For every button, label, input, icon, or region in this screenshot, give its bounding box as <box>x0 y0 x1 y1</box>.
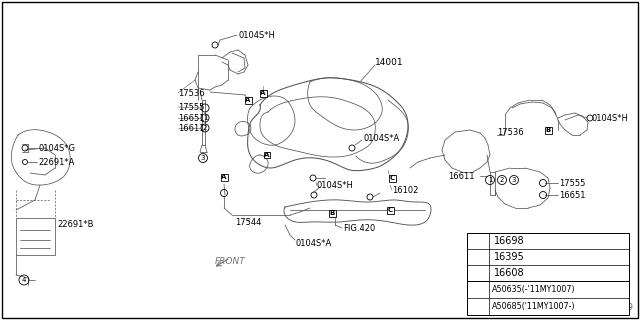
Text: 0104S*H: 0104S*H <box>592 114 629 123</box>
Text: 3: 3 <box>476 270 480 276</box>
Text: 22691*A: 22691*A <box>38 157 74 166</box>
Text: A: A <box>260 90 266 96</box>
Text: A50685('11MY1007-): A50685('11MY1007-) <box>492 302 575 311</box>
Text: 22691*B: 22691*B <box>57 220 93 228</box>
Text: 2: 2 <box>500 177 504 183</box>
Text: C: C <box>387 207 392 213</box>
Text: 2: 2 <box>476 254 480 260</box>
Text: A: A <box>221 174 227 180</box>
Text: 4: 4 <box>22 277 26 283</box>
Text: 14001: 14001 <box>375 58 404 67</box>
Text: 17536: 17536 <box>178 89 205 98</box>
Text: 16395: 16395 <box>494 252 525 262</box>
Bar <box>545 126 552 133</box>
Bar <box>467 281 629 315</box>
Bar <box>259 90 266 97</box>
Text: A: A <box>264 152 269 158</box>
Text: A050001719: A050001719 <box>585 303 634 312</box>
Text: FRONT: FRONT <box>215 258 246 267</box>
Text: 17555: 17555 <box>178 102 204 111</box>
Text: FIG.420: FIG.420 <box>343 223 375 233</box>
Text: B: B <box>545 127 550 133</box>
Bar <box>387 206 394 213</box>
Text: 17544: 17544 <box>235 218 261 227</box>
Text: 3: 3 <box>201 155 205 161</box>
Text: 0104S*A: 0104S*A <box>363 133 399 142</box>
Text: 17555: 17555 <box>559 179 586 188</box>
Text: 3: 3 <box>512 177 516 183</box>
Text: 4: 4 <box>476 295 480 301</box>
Text: 16651: 16651 <box>178 114 205 123</box>
Text: A: A <box>245 97 251 103</box>
Text: C: C <box>389 175 395 181</box>
Bar <box>467 233 629 281</box>
Text: A50635(-'11MY1007): A50635(-'11MY1007) <box>492 285 575 294</box>
Bar <box>244 97 252 103</box>
Text: 16611: 16611 <box>178 124 205 132</box>
Text: 0104S*A: 0104S*A <box>295 238 332 247</box>
Text: 16698: 16698 <box>494 236 525 246</box>
Text: 16651: 16651 <box>559 190 586 199</box>
Text: 17536: 17536 <box>497 127 524 137</box>
Text: 16611: 16611 <box>448 172 474 180</box>
Text: 1: 1 <box>203 115 207 121</box>
Text: 2: 2 <box>203 125 207 131</box>
Text: 1: 1 <box>488 177 492 183</box>
Text: 16102: 16102 <box>392 186 419 195</box>
Bar <box>264 152 270 158</box>
Text: 1: 1 <box>476 238 480 244</box>
Bar <box>328 210 335 217</box>
Text: 0104S*G: 0104S*G <box>38 143 75 153</box>
Text: 0104S*H: 0104S*H <box>316 180 353 189</box>
Text: 0104S*H: 0104S*H <box>238 30 275 39</box>
Text: B: B <box>330 210 335 216</box>
Text: 16608: 16608 <box>494 268 525 278</box>
Bar <box>388 174 396 181</box>
Bar <box>221 173 227 180</box>
